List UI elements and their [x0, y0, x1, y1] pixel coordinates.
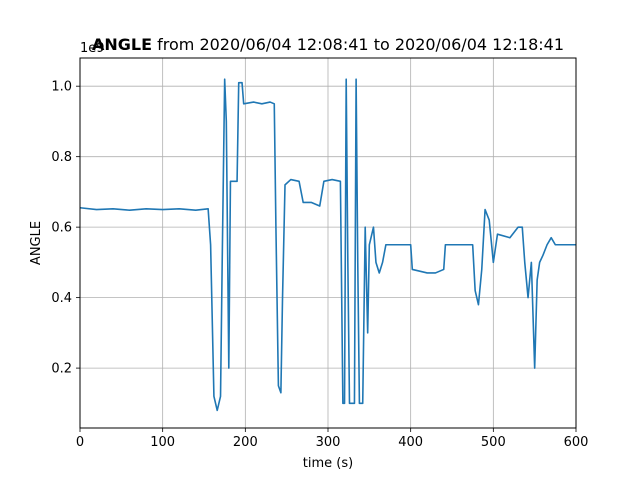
chart-title-bold: ANGLE: [92, 35, 152, 54]
y-axis-ticks: 0.2 0.4 0.6 0.8 1.0: [51, 80, 80, 377]
x-tick-label: 400: [398, 435, 423, 450]
y-tick-label: 0.8: [51, 150, 72, 165]
chart-title: ANGLE from 2020/06/04 12:08:41 to 2020/0…: [92, 35, 564, 54]
x-tick-label: 500: [481, 435, 506, 450]
y-tick-label: 1.0: [51, 80, 72, 95]
series-line-layer: [79, 78, 576, 412]
x-tick-label: 600: [564, 435, 589, 450]
x-tick-label: 200: [233, 435, 258, 450]
y-tick-label: 0.4: [51, 291, 72, 306]
x-tick-label: 0: [76, 435, 84, 450]
x-tick-label: 100: [150, 435, 175, 450]
y-axis-label: ANGLE: [29, 221, 44, 265]
chart-title-rest: from 2020/06/04 12:08:41 to 2020/06/04 1…: [152, 35, 564, 54]
grid-lines: [79, 58, 577, 428]
x-axis-ticks: 0 100 200 300 400 500 600: [76, 428, 589, 450]
x-tick-label: 300: [316, 435, 341, 450]
y-tick-label: 0.6: [51, 221, 72, 236]
y-offset-text: 1e9: [80, 41, 105, 56]
series-line: [79, 78, 576, 412]
x-axis-label: time (s): [303, 456, 353, 471]
y-tick-label: 0.2: [51, 362, 72, 377]
